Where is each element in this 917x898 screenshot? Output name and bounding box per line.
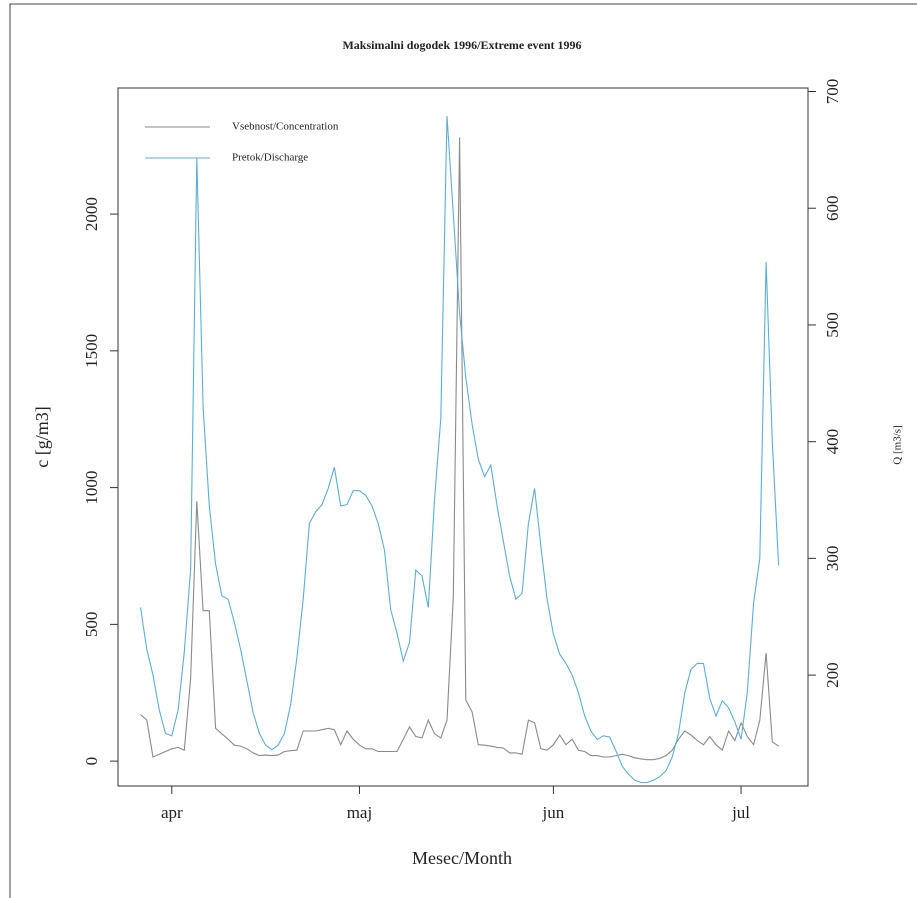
x-tick-label: maj <box>347 803 373 822</box>
y2-tick-label: 500 <box>823 312 842 338</box>
frame <box>9 3 917 898</box>
y2-tick-label: 600 <box>823 195 842 221</box>
legend-label: Vsebnost/Concentration <box>232 121 339 133</box>
series-line <box>140 137 779 761</box>
y-tick-label: 2000 <box>82 197 101 231</box>
x-tick-label: jun <box>542 803 565 822</box>
x-tick-label: apr <box>161 803 183 822</box>
y2-tick-label: 200 <box>823 662 842 688</box>
y-tick-label: 0 <box>82 757 101 766</box>
series-line <box>139 115 780 784</box>
y2-tick-label: 700 <box>823 79 842 105</box>
y-tick-label: 1000 <box>82 471 101 505</box>
y2-tick-label: 400 <box>823 429 842 455</box>
y2-axis-label: Q [m3/s] <box>892 425 904 464</box>
y-tick-label: 1500 <box>82 334 101 368</box>
y2-tick-label: 300 <box>823 546 842 572</box>
x-tick-label: jul <box>731 803 750 822</box>
plot-box <box>117 87 809 787</box>
x-axis-label: Mesec/Month <box>412 848 512 868</box>
chart-title: Maksimalni dogodek 1996/Extreme event 19… <box>342 38 581 52</box>
y-tick-label: 500 <box>82 612 101 638</box>
y-axis-label: c [g/m3] <box>32 406 52 467</box>
legend-label: Pretok/Discharge <box>232 152 308 164</box>
